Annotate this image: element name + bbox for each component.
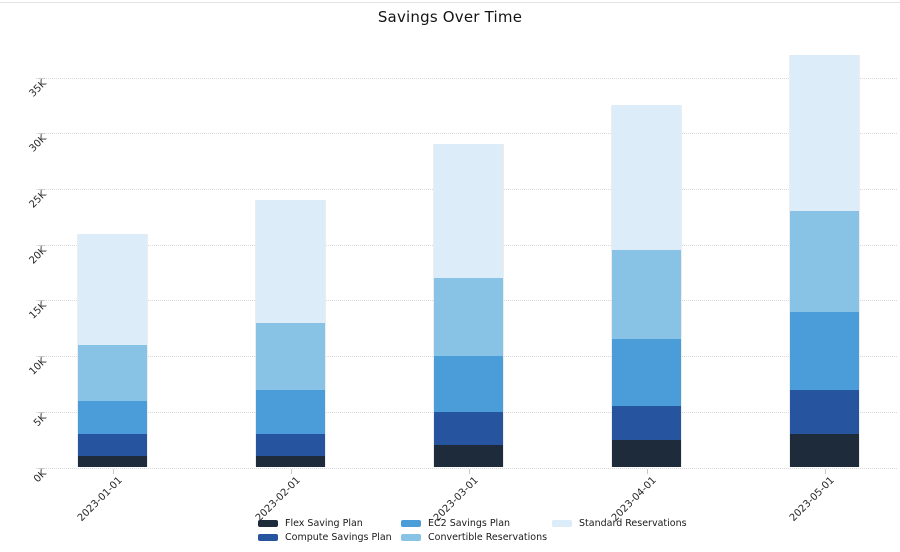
bar-segment	[256, 434, 325, 457]
y-tick-label: 35K	[27, 77, 49, 100]
legend-swatch	[258, 533, 278, 541]
bar-segment	[612, 339, 681, 407]
bar-segment	[612, 250, 681, 340]
bar-segment	[78, 434, 147, 457]
bar-segment	[612, 105, 681, 251]
bar-segment	[78, 400, 147, 435]
bar-segment	[790, 211, 859, 312]
top-border-rule	[0, 2, 900, 3]
legend-item: Compute Savings Plan	[258, 531, 392, 543]
bar-segment	[256, 200, 325, 323]
bar-segment	[790, 55, 859, 212]
bar-segment	[434, 445, 503, 468]
x-axis-tick	[468, 468, 470, 474]
bar-segment	[790, 311, 859, 390]
bar-segment	[434, 278, 503, 357]
legend-swatch	[552, 519, 572, 527]
legend-label: Flex Saving Plan	[285, 517, 363, 529]
y-tick-label: 5K	[31, 411, 49, 429]
bar-segment	[78, 233, 147, 345]
x-axis-tick	[824, 468, 826, 474]
stacked-bar	[77, 233, 148, 468]
bar-segment	[434, 356, 503, 412]
y-tick-label: 25K	[27, 189, 49, 211]
legend-swatch	[401, 519, 421, 527]
x-tick-label: 2023-01-01	[75, 474, 125, 524]
legend-item: Convertible Reservations	[401, 531, 547, 543]
chart-title: Savings Over Time	[377, 8, 523, 26]
y-axis-tick	[38, 133, 45, 135]
y-tick-label: 30K	[27, 133, 49, 155]
stacked-bar	[255, 200, 326, 468]
stacked-bar	[433, 144, 504, 468]
legend-label: Standard Reservations	[579, 517, 687, 529]
legend-label: EC2 Savings Plan	[428, 517, 511, 529]
legend-item: Flex Saving Plan	[258, 517, 363, 529]
y-axis-tick	[38, 189, 45, 190]
bar-segment	[78, 456, 147, 468]
bar-segment	[790, 434, 859, 468]
x-tick-label: 2023-05-01	[787, 474, 837, 524]
gridline	[36, 77, 897, 79]
bar-segment	[434, 411, 503, 446]
x-axis-tick	[290, 468, 292, 474]
bar-segment	[434, 144, 503, 279]
bar-segment	[256, 389, 325, 435]
y-axis-tick	[38, 356, 45, 358]
x-axis-tick	[112, 468, 114, 474]
bar-segment	[612, 439, 681, 468]
legend-swatch	[258, 519, 278, 527]
bar-segment	[256, 322, 325, 390]
y-axis-tick	[38, 300, 45, 302]
y-tick-label: 20K	[27, 244, 49, 267]
y-axis-tick	[38, 467, 45, 469]
x-axis-tick	[646, 468, 648, 474]
legend-label: Compute Savings Plan	[285, 531, 392, 543]
y-axis-tick	[38, 77, 45, 79]
legend-item: Standard Reservations	[552, 517, 687, 529]
legend-label: Convertible Reservations	[428, 531, 548, 543]
bar-segment	[612, 406, 681, 440]
legend-swatch	[401, 533, 421, 541]
bar-segment	[78, 345, 147, 401]
y-tick-label: 0K	[31, 467, 49, 485]
bar-segment	[256, 456, 325, 468]
y-axis-tick	[38, 244, 45, 246]
y-axis-tick	[38, 411, 45, 413]
y-tick-label: 15K	[27, 300, 49, 322]
y-tick-label: 10K	[27, 356, 49, 378]
gridline	[36, 467, 897, 469]
stacked-bar	[611, 105, 682, 468]
stacked-bar	[789, 55, 860, 468]
legend-item: EC2 Savings Plan	[401, 517, 510, 529]
bar-segment	[790, 389, 859, 435]
gridline	[36, 133, 897, 135]
